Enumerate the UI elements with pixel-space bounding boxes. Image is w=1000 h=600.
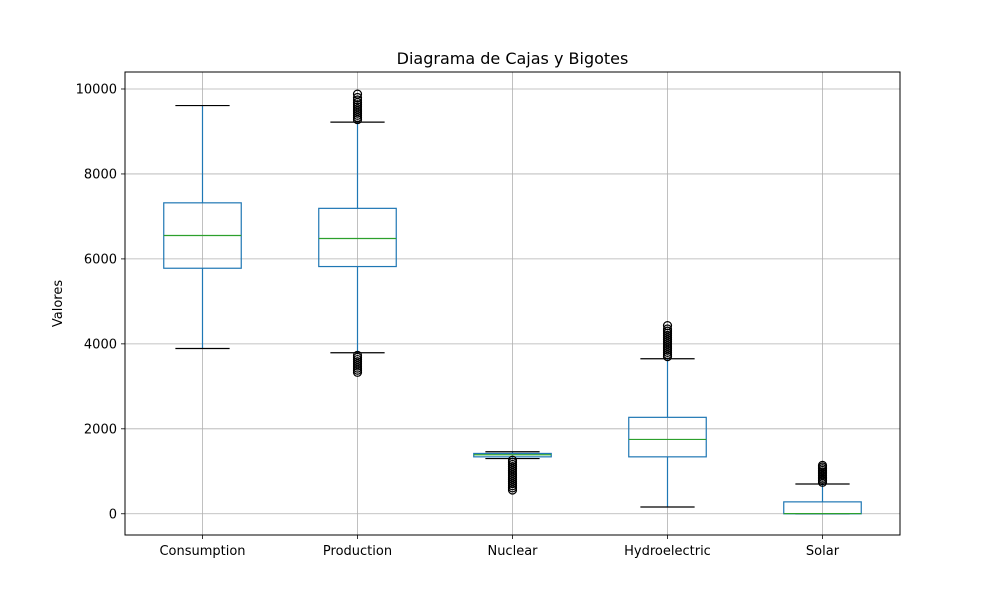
grid-layer — [125, 72, 900, 535]
y-tick-label: 8000 — [84, 167, 117, 182]
y-tick-label: 6000 — [84, 252, 117, 267]
outlier-nuclear — [507, 455, 518, 465]
outlier-production — [352, 89, 363, 99]
box-group-consumption — [163, 104, 242, 350]
box-layer — [163, 89, 862, 515]
x-tick-label-hydroelectric: Hydroelectric — [624, 544, 711, 559]
outlier-hydroelectric — [662, 324, 673, 334]
x-tick-label-production: Production — [323, 544, 392, 559]
box-group-production — [318, 89, 397, 377]
outlier-production — [352, 350, 363, 360]
chart-title: Diagrama de Cajas y Bigotes — [397, 49, 629, 68]
y-tick-label: 10000 — [76, 82, 117, 97]
y-tick-label: 4000 — [84, 337, 117, 352]
box-production — [318, 207, 397, 268]
outlier-hydroelectric — [662, 320, 673, 331]
y-tick-label: 2000 — [84, 422, 117, 437]
outlier-solar — [817, 460, 828, 470]
y-axis-label: Valores — [51, 280, 66, 327]
box-group-nuclear — [473, 451, 552, 495]
x-tick-label-nuclear: Nuclear — [487, 544, 538, 559]
outlier-production — [352, 95, 363, 105]
x-tick-label-consumption: Consumption — [159, 544, 245, 559]
y-tick-label: 0 — [109, 507, 117, 522]
tick-layer: 0 2000 4000 6000 8000 10000 Consumption Product… — [76, 82, 840, 559]
box-group-solar — [783, 460, 862, 515]
box-hydroelectric — [628, 416, 707, 458]
box-group-hydroelectric — [628, 320, 707, 508]
x-tick-label-solar: Solar — [806, 544, 840, 559]
outlier-production — [352, 92, 363, 103]
